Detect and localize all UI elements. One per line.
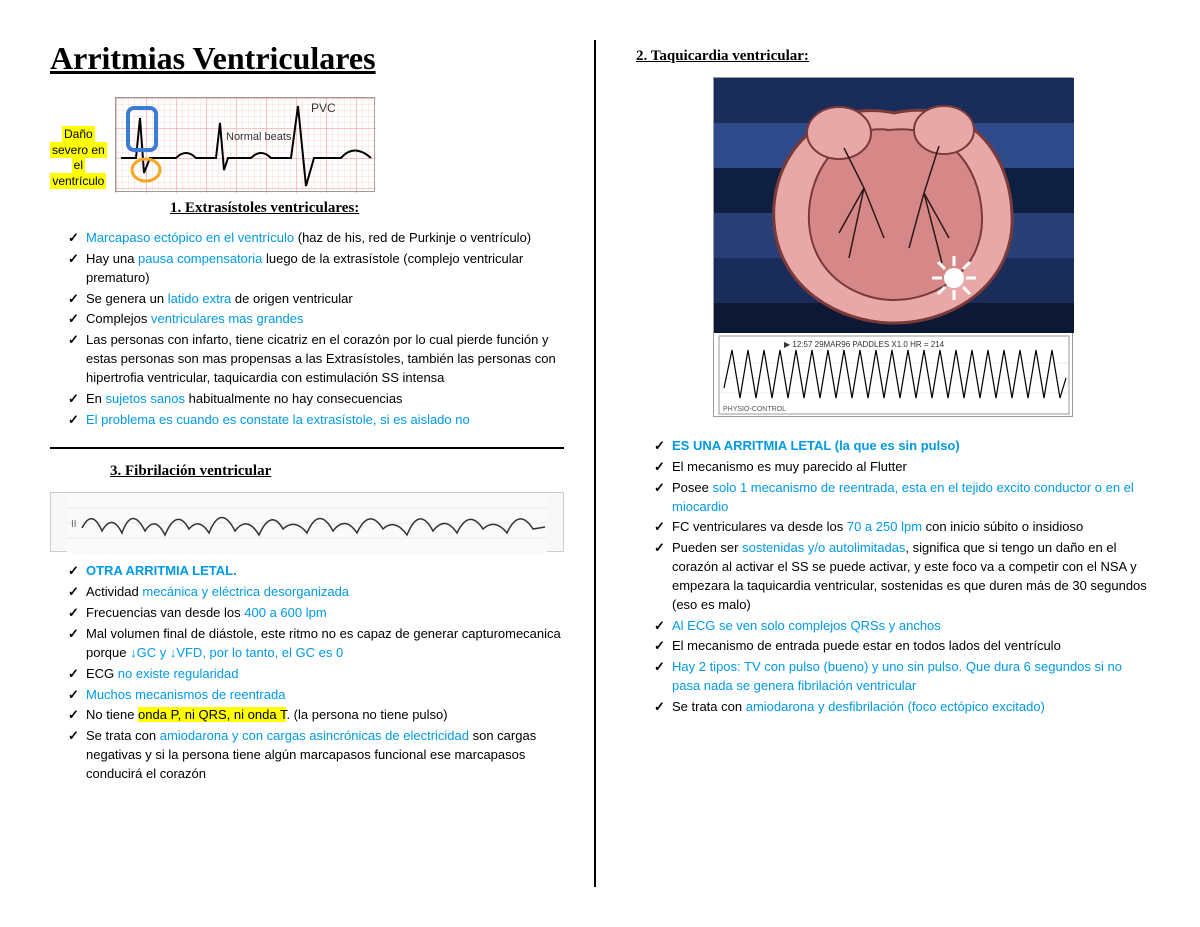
sec1-item: Complejos ventriculares mas grandes — [68, 310, 564, 329]
sec3-item: ECG no existe regularidad — [68, 665, 564, 684]
sec1-item: Las personas con infarto, tiene cicatriz… — [68, 331, 564, 388]
sec2-item: Posee solo 1 mecanismo de reentrada, est… — [654, 479, 1150, 517]
sec2-item: El mecanismo de entrada puede estar en t… — [654, 637, 1150, 656]
page-title: Arritmias Ventriculares — [50, 40, 564, 77]
sec3-item: Frecuencias van desde los 400 a 600 lpm — [68, 604, 564, 623]
dano-l3: el — [72, 157, 85, 173]
dano-label: Daño severo en el ventrículo — [50, 127, 107, 189]
sec3-item: Muchos mecanismos de reentrada — [68, 686, 564, 705]
sec2-item: Al ECG se ven solo complejos QRSs y anch… — [654, 617, 1150, 636]
ecg-normal-pvc-figure: Normal beats PVC — [115, 97, 375, 192]
ecg-pvc-label: PVC — [311, 101, 336, 115]
sec3-item: OTRA ARRITMIA LETAL. — [68, 562, 564, 581]
sec3-item: No tiene onda P, ni QRS, ni onda T. (la … — [68, 706, 564, 725]
section2-list: ES UNA ARRITMIA LETAL (la que es sin pul… — [636, 437, 1150, 717]
dano-l4: ventrículo — [50, 173, 106, 189]
section3-list: OTRA ARRITMIA LETAL. Actividad mecánica … — [50, 562, 564, 783]
section1-header-row: Daño severo en el ventrículo — [50, 97, 564, 192]
left-column: Arritmias Ventriculares Daño severo en e… — [50, 40, 596, 887]
section1-title: 1. Extrasístoles ventriculares: — [170, 200, 564, 217]
heart-vt-figure: ▶ 12:57 29MAR96 PADDLES X1.0 HR = 214 PH… — [713, 77, 1073, 417]
sec3-item: Se trata con amiodarona y con cargas asi… — [68, 727, 564, 784]
section1-list: Marcapaso ectópico en el ventrículo (haz… — [50, 229, 564, 429]
heart-svg: ▶ 12:57 29MAR96 PADDLES X1.0 HR = 214 PH… — [714, 78, 1074, 418]
sec3-item: Mal volumen final de diástole, este ritm… — [68, 625, 564, 663]
sec1-item: Hay una pausa compensatoria luego de la … — [68, 250, 564, 288]
sec1-item: En sujetos sanos habitualmente no hay co… — [68, 390, 564, 409]
section3-title: 3. Fibrilación ventricular — [110, 463, 564, 480]
dano-l1: Daño — [62, 126, 95, 142]
sec2-item: ES UNA ARRITMIA LETAL (la que es sin pul… — [654, 437, 1150, 456]
ecg-normal-label: Normal beats — [226, 131, 292, 143]
sec1-item: Se genera un latido extra de origen vent… — [68, 290, 564, 309]
sec2-item: Pueden ser sostenidas y/o autolimitadas,… — [654, 539, 1150, 614]
sec2-item: Se trata con amiodarona y desfibrilación… — [654, 698, 1150, 717]
svg-text:II: II — [71, 519, 77, 530]
sec1-item: El problema es cuando es constate la ext… — [68, 411, 564, 430]
sec3-item: Actividad mecánica y eléctrica desorgani… — [68, 583, 564, 602]
heart-caption: ▶ 12:57 29MAR96 PADDLES X1.0 HR = 214 — [784, 340, 945, 349]
dano-l2: severo en — [50, 142, 107, 158]
sec1-item: Marcapaso ectópico en el ventrículo (haz… — [68, 229, 564, 248]
right-column: 2. Taquicardia ventricular: — [636, 40, 1150, 887]
vfib-svg: II — [51, 493, 563, 553]
ecg1-svg: Normal beats PVC — [116, 98, 376, 193]
vfib-strip-figure: II — [50, 492, 564, 552]
section2-title: 2. Taquicardia ventricular: — [636, 48, 1150, 65]
sec2-item: FC ventriculares va desde los 70 a 250 l… — [654, 518, 1150, 537]
sec2-item: El mecanismo es muy parecido al Flutter — [654, 458, 1150, 477]
sec2-item: Hay 2 tipos: TV con pulso (bueno) y uno … — [654, 658, 1150, 696]
physio-label: PHYSIO-CONTROL — [723, 406, 786, 413]
divider — [50, 447, 564, 449]
